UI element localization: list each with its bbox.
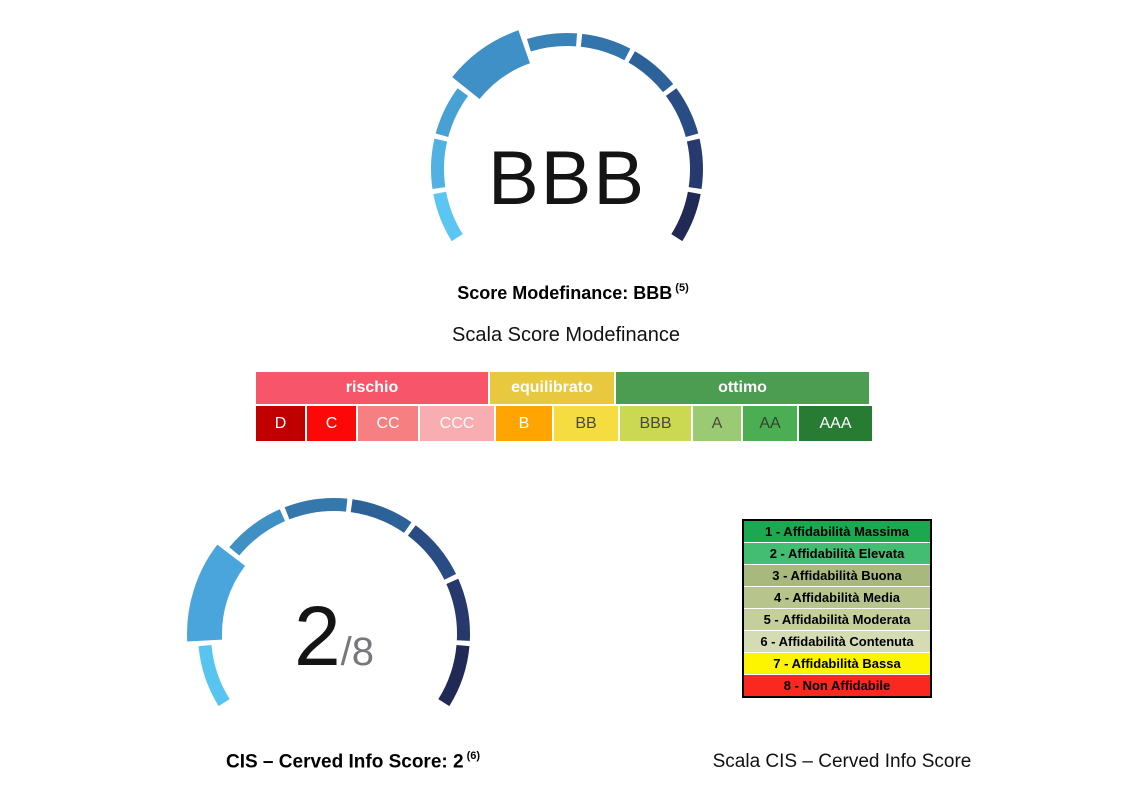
gauge-segment: [435, 88, 469, 137]
cis-caption-text: CIS – Cerved Info Score: 2: [225, 751, 464, 773]
cis-gauge: [187, 497, 471, 707]
legend-row-5: 5 - Affidabilità Moderata: [744, 608, 930, 630]
legend-row-8: 8 - Non Affidabile: [744, 674, 930, 696]
scale-cell-a: A: [693, 406, 741, 441]
legend-row-6: 6 - Affidabilità Contenuta: [744, 630, 930, 652]
scale-cell-row: D C CC CCC B BB BBB A AA AAA: [256, 406, 872, 441]
legend-row-2: 2 - Affidabilità Elevata: [744, 542, 930, 564]
modefinance-footnote-marker: (5): [675, 282, 689, 294]
scale-cell-aaa: AAA: [799, 406, 872, 441]
gauge-segment-highlighted: [187, 544, 246, 642]
modefinance-caption: Score Modefinance: BBB (5): [323, 282, 823, 304]
gauge-segment: [433, 191, 463, 242]
scale-cell-b: B: [496, 406, 552, 441]
scale-header-row: rischio equilibrato ottimo: [256, 372, 872, 404]
cis-legend-table: 1 - Affidabilità Massima 2 - Affidabilità…: [742, 519, 932, 698]
gauge-segment: [350, 499, 412, 533]
gauge-segment: [665, 88, 699, 137]
legend-row-1: 1 - Affidabilità Massima: [744, 521, 930, 542]
gauge-segment-highlighted: [452, 30, 530, 100]
gauge-segment: [628, 51, 674, 93]
legend-row-7: 7 - Affidabilità Bassa: [744, 652, 930, 674]
scale-header-rischio: rischio: [256, 372, 488, 404]
gauge-segment: [686, 138, 703, 189]
legend-row-4: 4 - Affidabilità Media: [744, 586, 930, 608]
gauge-segment: [198, 644, 230, 707]
gauge-segment: [431, 138, 448, 189]
gauge-segment: [580, 33, 631, 61]
gauge-segment: [284, 497, 348, 520]
gauge-segment: [526, 32, 578, 52]
scale-cell-bbb: BBB: [620, 406, 691, 441]
legend-row-3: 3 - Affidabilità Buona: [744, 564, 930, 586]
scale-cell-bb: BB: [554, 406, 618, 441]
gauge-segment: [438, 644, 470, 707]
modefinance-caption-text: Score Modefinance: BBB: [457, 283, 673, 303]
modefinance-gauge-value: BBB: [487, 136, 647, 221]
gauge-segment: [446, 578, 471, 641]
scale-cell-c: C: [307, 406, 356, 441]
scale-cell-aa: AA: [743, 406, 797, 441]
cis-score-denominator: /8: [340, 630, 375, 674]
scale-cell-cc: CC: [358, 406, 418, 441]
scale-header-equilibrato: equilibrato: [490, 372, 614, 404]
modefinance-gauge: [431, 30, 703, 242]
scale-cell-d: D: [256, 406, 305, 441]
gauge-segment: [407, 525, 457, 580]
modefinance-scale-bar: rischio equilibrato ottimo D C CC CCC B BB BBB A A…: [256, 372, 872, 441]
cis-footnote-marker: (6): [466, 750, 481, 762]
cis-gauge-value: 2/8: [174, 592, 494, 705]
scale-header-ottimo: ottimo: [616, 372, 869, 404]
modefinance-scale-title: Scala Score Modefinance: [452, 324, 680, 346]
scale-cell-ccc: CCC: [420, 406, 494, 441]
gauge-segment: [229, 509, 286, 556]
gauge-segment: [671, 191, 701, 242]
cis-legend-title: Scala CIS – Cerved Info Score: [712, 751, 972, 772]
cis-caption: CIS – Cerved Info Score: 2 (6): [103, 750, 603, 773]
cis-score-number: 2: [293, 589, 341, 683]
